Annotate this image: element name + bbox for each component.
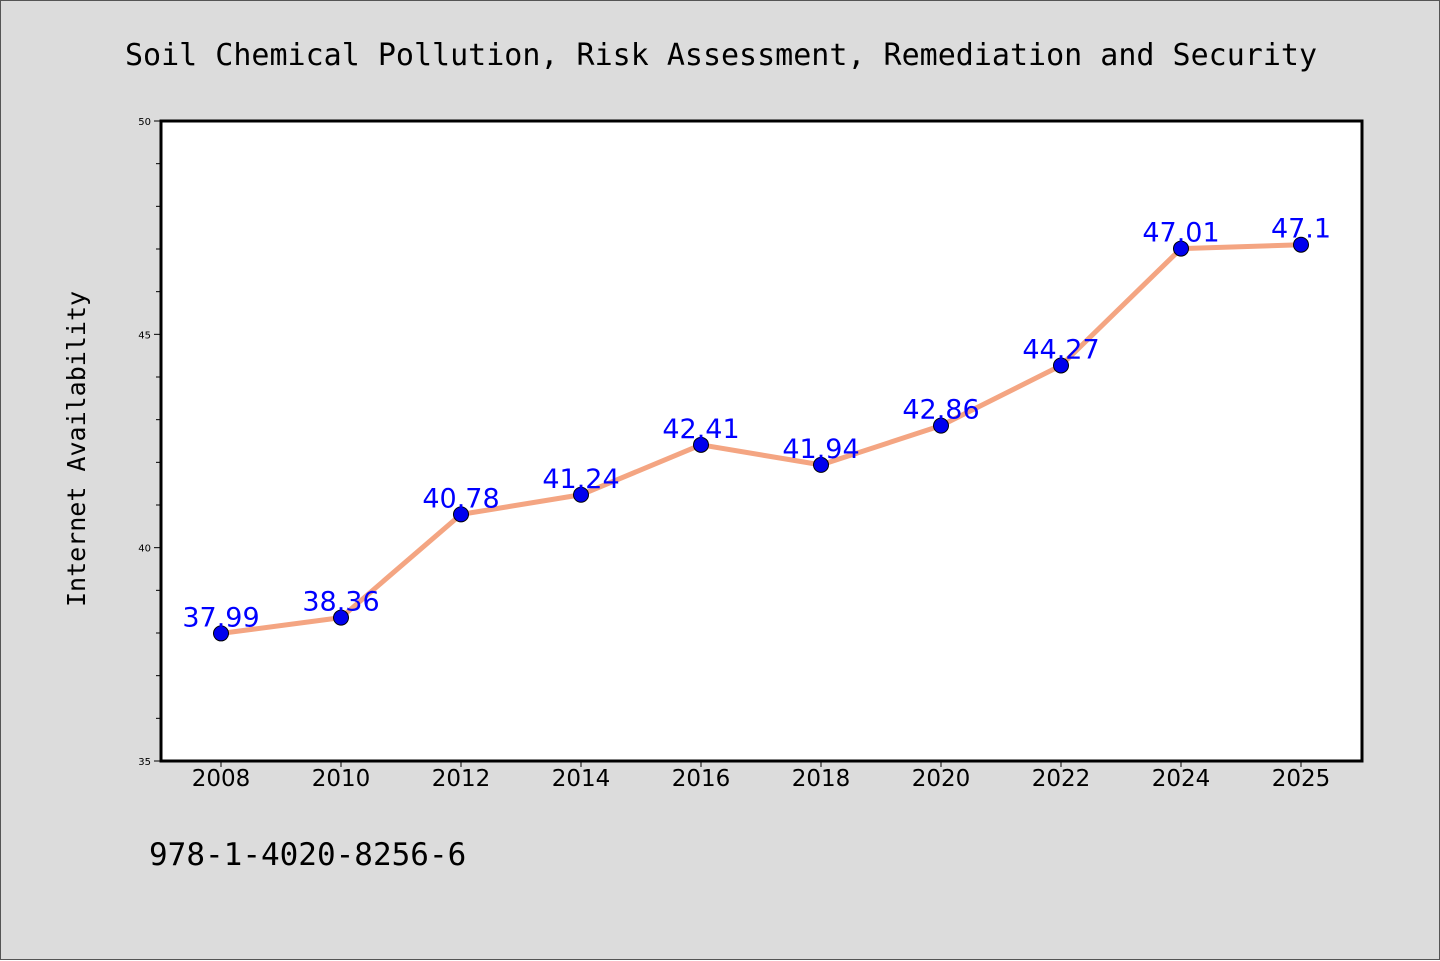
data-label: 42.86 xyxy=(902,395,979,426)
y-axis: 35 40 45 50 xyxy=(138,117,161,768)
y-tick-label: 40 xyxy=(138,544,151,555)
x-tick-label: 2010 xyxy=(312,766,371,792)
data-label: 38.36 xyxy=(302,587,379,618)
data-label: 41.24 xyxy=(542,464,619,495)
data-point-marker xyxy=(1053,357,1069,374)
data-point-marker xyxy=(1293,236,1309,253)
x-tick-label: 2012 xyxy=(432,766,491,792)
data-label: 40.78 xyxy=(422,483,499,514)
isbn-annotation: 978-1-4020-8256-6 xyxy=(149,837,466,873)
x-tick-label: 2018 xyxy=(792,766,851,792)
data-point-marker xyxy=(693,436,709,453)
x-tick-label: 2008 xyxy=(192,766,251,792)
data-label: 42.41 xyxy=(662,414,739,445)
x-axis: 2008 2010 2012 2014 2016 2018 2020 2022 2024 2025 xyxy=(192,761,1331,792)
data-label: 37.99 xyxy=(182,602,259,633)
x-tick-label: 2014 xyxy=(552,766,611,792)
y-tick-label: 45 xyxy=(138,330,151,341)
data-label: 44.27 xyxy=(1022,334,1099,365)
data-point-marker xyxy=(813,456,829,473)
y-tick-label: 50 xyxy=(138,117,151,128)
data-point-marker xyxy=(933,417,949,434)
y-axis-label: Internet Availability xyxy=(62,291,91,607)
x-tick-label: 2020 xyxy=(912,766,971,792)
x-tick-label: 2022 xyxy=(1032,766,1091,792)
data-point-marker xyxy=(573,486,589,503)
x-tick-label: 2025 xyxy=(1272,766,1331,792)
data-point-marker xyxy=(213,625,229,642)
data-point-marker xyxy=(333,609,349,626)
x-tick-label: 2016 xyxy=(672,766,731,792)
data-labels-group: 37.99 38.36 40.78 41.24 42.41 41.94 42.86 44.27… xyxy=(182,214,1331,634)
data-label: 41.94 xyxy=(782,434,859,465)
chart-title: Soil Chemical Pollution, Risk Assessment… xyxy=(125,38,1317,73)
x-tick-label: 2024 xyxy=(1152,766,1211,792)
plot-area xyxy=(159,119,1364,763)
series-line-group xyxy=(218,242,1304,636)
data-point-marker xyxy=(1173,240,1189,257)
series-line xyxy=(218,242,1304,636)
y-tick-label: 35 xyxy=(138,757,151,768)
series-markers-group xyxy=(213,236,1309,642)
data-label: 47.01 xyxy=(1142,218,1219,249)
data-label: 47.1 xyxy=(1271,214,1331,245)
data-point-marker xyxy=(453,506,469,523)
